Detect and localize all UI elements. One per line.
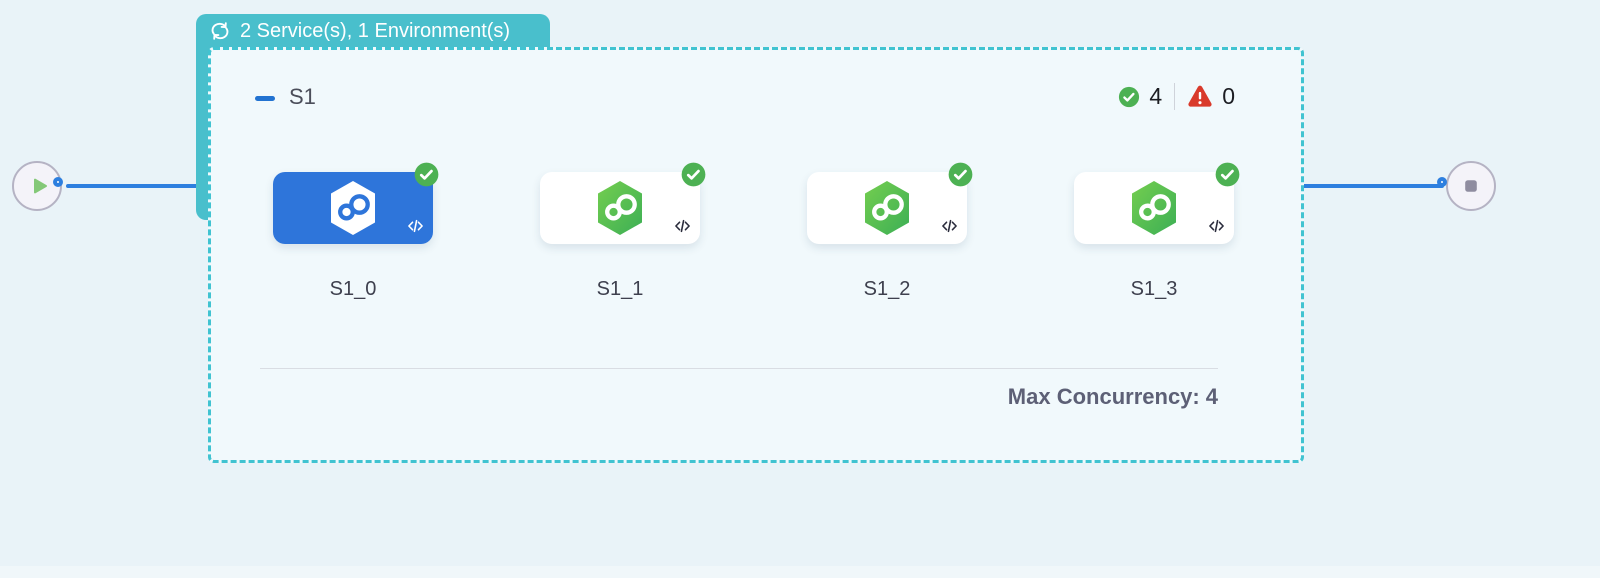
error-count: 0 — [1222, 83, 1235, 109]
success-count-icon — [1118, 86, 1140, 108]
connector-line-left — [66, 184, 212, 188]
service-card[interactable] — [807, 162, 973, 244]
service-card-label: S1_0 — [329, 278, 377, 300]
stage-title: S1 — [289, 84, 316, 109]
matrix-tag-label: 2 Service(s), 1 Environment(s) — [240, 20, 511, 42]
code-icon — [674, 219, 691, 238]
success-badge-icon — [414, 162, 439, 187]
count-divider — [1174, 83, 1176, 110]
stage-container: S1 4 0 — [208, 47, 1304, 463]
success-count: 4 — [1149, 83, 1163, 109]
code-icon — [1208, 219, 1225, 238]
service-card[interactable] — [273, 162, 439, 244]
play-icon — [27, 174, 51, 198]
service-card-label: S1_2 — [863, 278, 911, 300]
success-badge-icon — [1215, 162, 1240, 187]
code-icon — [941, 219, 958, 238]
error-count-icon — [1187, 85, 1213, 108]
max-concurrency: Max Concurrency: 4 — [1002, 384, 1218, 410]
connector-line-right — [1298, 184, 1444, 188]
success-badge-icon — [948, 162, 973, 187]
end-node[interactable] — [1446, 161, 1496, 211]
code-icon — [407, 219, 424, 238]
service-card[interactable] — [540, 162, 706, 244]
sync-icon — [209, 20, 231, 42]
service-card[interactable] — [1074, 162, 1240, 244]
status-group: 4 0 — [1118, 83, 1235, 110]
collapse-button[interactable] — [255, 96, 275, 101]
max-concurrency-label: Max Concurrency: — [1007, 384, 1200, 409]
service-card-label: S1_1 — [596, 278, 644, 300]
harness-service-icon — [1127, 179, 1181, 242]
max-concurrency-value: 4 — [1205, 384, 1218, 409]
canvas-bottom-edge — [0, 566, 1600, 578]
services-divider — [260, 368, 1218, 369]
stop-icon — [1459, 174, 1483, 198]
harness-service-icon — [326, 179, 380, 242]
start-node-port — [53, 177, 63, 187]
harness-service-icon — [593, 179, 647, 242]
end-node-port — [1437, 177, 1447, 187]
harness-service-icon — [860, 179, 914, 242]
service-card-label: S1_3 — [1130, 278, 1178, 300]
success-badge-icon — [681, 162, 706, 187]
